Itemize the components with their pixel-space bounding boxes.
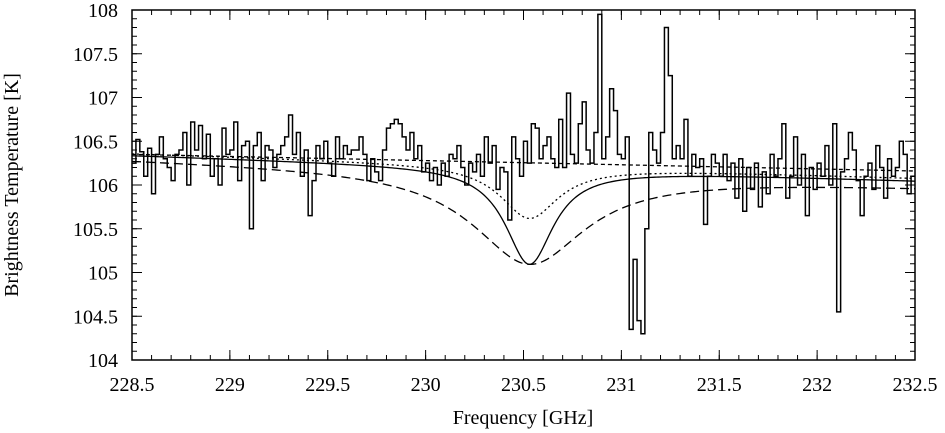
x-tick-label: 232 (802, 374, 832, 396)
spectrum-series-line (132, 13, 915, 335)
x-tick-label: 232.5 (893, 374, 938, 396)
y-tick-label: 105 (88, 263, 118, 285)
model-curve-dashed (131, 160, 916, 266)
x-axis-ticks: 228.5 229 229.5 230 230.5 231 231.5 232 232.5 (110, 10, 938, 396)
x-tick-label: 230.5 (501, 374, 546, 396)
plot-frame (131, 9, 916, 361)
x-tick-label: 228.5 (110, 374, 155, 396)
model-curves (131, 153, 916, 266)
y-tick-label: 105.5 (73, 219, 118, 241)
x-tick-label: 229.5 (305, 374, 350, 396)
y-axis-ticks: 104 104.5 105 105.5 106 106.5 107 107.5 108 (73, 0, 915, 372)
x-tick-label: 229 (215, 374, 245, 396)
y-axis-title: Brightness Temperature [K] (1, 73, 23, 297)
y-tick-label: 106.5 (73, 131, 118, 153)
y-tick-label: 106 (88, 175, 118, 197)
x-tick-label: 231 (606, 374, 636, 396)
model-curve-short-dash (131, 153, 916, 172)
y-tick-label: 104.5 (73, 306, 118, 328)
y-tick-label: 104 (88, 350, 118, 372)
x-axis-title: Frequency [GHz] (453, 407, 594, 429)
y-tick-label: 108 (88, 0, 118, 22)
x-tick-label: 231.5 (697, 374, 742, 396)
plot-background (132, 10, 915, 360)
model-curve-solid (131, 155, 916, 266)
y-tick-label: 107.5 (73, 44, 118, 66)
model-curve-dotted (131, 153, 916, 220)
y-tick-label: 107 (88, 88, 118, 110)
x-tick-label: 230 (411, 374, 441, 396)
